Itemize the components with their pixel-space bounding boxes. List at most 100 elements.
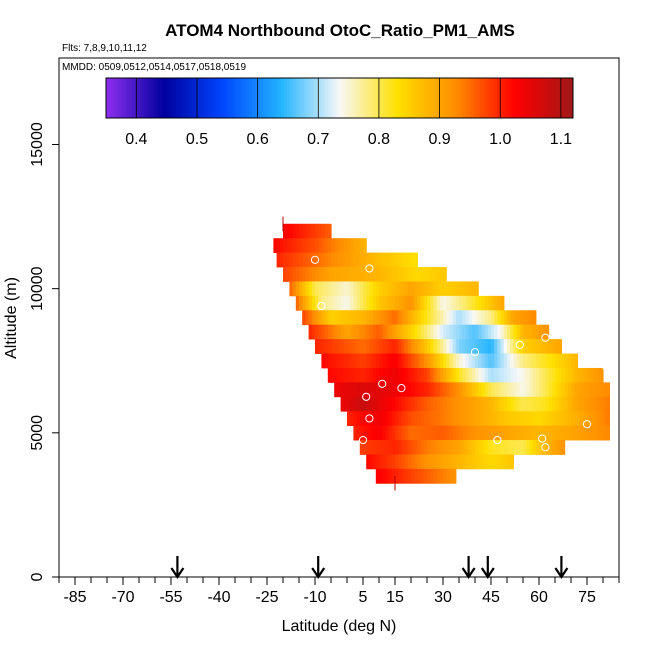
heatmap-cell xyxy=(465,367,470,383)
heatmap-cell xyxy=(372,324,377,340)
heatmap-cell xyxy=(395,281,399,297)
heatmap-cell xyxy=(468,425,473,441)
heatmap-cell xyxy=(462,310,466,326)
colorbar-cell xyxy=(178,78,183,118)
measurement-marker xyxy=(365,414,374,423)
heatmap-cell xyxy=(382,396,386,412)
heatmap-band xyxy=(359,440,566,455)
heatmap-cell xyxy=(417,295,422,311)
heatmap-cell xyxy=(497,339,502,354)
heatmap-cell xyxy=(407,353,412,369)
heatmap-cell xyxy=(391,454,396,470)
heatmap-cell xyxy=(347,310,351,326)
heatmap-cell xyxy=(359,252,364,268)
heatmap-cell xyxy=(519,396,524,412)
heatmap-cell xyxy=(455,425,460,441)
heatmap-cell xyxy=(391,295,396,311)
heatmap-cell xyxy=(452,324,457,340)
heatmap-cell xyxy=(407,281,412,297)
colorbar-cell xyxy=(342,78,346,118)
heatmap-cell xyxy=(286,252,290,268)
heatmap-cell xyxy=(404,339,409,354)
heatmap-cell xyxy=(273,238,278,254)
measurement-marker xyxy=(515,340,524,349)
heatmap-cell xyxy=(558,440,562,455)
colorbar-cell xyxy=(450,78,454,118)
heatmap-cell xyxy=(395,454,399,470)
colorbar-cell xyxy=(462,78,466,118)
heatmap-cell xyxy=(523,324,527,340)
heatmap-cell xyxy=(561,396,566,412)
heatmap-cell xyxy=(423,396,428,412)
heatmap-cell xyxy=(526,310,530,326)
heatmap-cell xyxy=(340,281,345,297)
heatmap-cell xyxy=(475,295,479,311)
heatmap-cell xyxy=(350,396,354,412)
heatmap-cell xyxy=(507,411,511,427)
heatmap-cell xyxy=(334,382,338,398)
heatmap-cell xyxy=(411,367,415,383)
colorbar-cell xyxy=(348,78,352,118)
heatmap-cell xyxy=(404,382,409,398)
heatmap-cell xyxy=(369,440,374,455)
colorbar-cell xyxy=(176,78,180,118)
heatmap-cell xyxy=(366,454,370,470)
heatmap-cell xyxy=(487,324,492,340)
colorbar-cell xyxy=(532,78,536,118)
heatmap-cell xyxy=(487,440,492,455)
heatmap-cell xyxy=(443,310,447,326)
heatmap-cell xyxy=(452,454,457,470)
colorbar-cell xyxy=(359,78,364,118)
heatmap-cell xyxy=(411,425,415,441)
colorbar-cell xyxy=(392,78,396,118)
heatmap-cell xyxy=(407,324,412,340)
heatmap-cell xyxy=(420,382,425,398)
heatmap-cell xyxy=(420,295,425,311)
heatmap-band xyxy=(283,267,447,282)
heatmap-cell xyxy=(356,310,361,326)
heatmap-cell xyxy=(587,396,591,412)
heatmap-band xyxy=(321,353,578,369)
heatmap-cell xyxy=(382,267,386,282)
heatmap-cell xyxy=(567,396,572,412)
heatmap-cell xyxy=(388,339,393,354)
heatmap-cell xyxy=(414,382,418,398)
heatmap-cell xyxy=(494,353,498,369)
heatmap-cell xyxy=(529,310,534,326)
heatmap-cell xyxy=(366,396,370,412)
heatmap-cell xyxy=(535,324,540,340)
heatmap-cell xyxy=(404,425,409,441)
heatmap-cell xyxy=(446,310,450,326)
heatmap-cell xyxy=(305,310,310,326)
heatmap-cell xyxy=(497,440,502,455)
colorbar-cell xyxy=(120,78,125,118)
heatmap-cell xyxy=(484,324,489,340)
heatmap-cell xyxy=(417,267,422,282)
heatmap-cell xyxy=(359,440,364,455)
heatmap-cell xyxy=(481,295,486,311)
heatmap-cell xyxy=(340,252,345,268)
heatmap-cell xyxy=(289,281,294,297)
heatmap-cell xyxy=(551,411,556,427)
heatmap-cell xyxy=(427,411,431,427)
heatmap-cell xyxy=(468,324,473,340)
heatmap-cell xyxy=(382,281,386,297)
heatmap-cell xyxy=(385,353,390,369)
heatmap-cell xyxy=(500,440,505,455)
colorbar-cell xyxy=(429,78,434,118)
heatmap-cell xyxy=(343,310,348,326)
heatmap-cell xyxy=(564,382,569,398)
colorbar-cell xyxy=(435,78,440,118)
heatmap-cell xyxy=(382,382,386,398)
heatmap-cell xyxy=(542,367,546,383)
heatmap-cell xyxy=(379,411,383,427)
heatmap-cell xyxy=(321,281,326,297)
heatmap-cell xyxy=(318,223,322,239)
heatmap-cell xyxy=(494,382,498,398)
heatmap-cell xyxy=(436,339,441,354)
heatmap-cell xyxy=(327,238,332,254)
colorbar-cell xyxy=(321,78,326,118)
heatmap-band xyxy=(375,468,457,484)
heatmap-cell xyxy=(363,252,367,268)
heatmap-cell xyxy=(375,411,380,427)
